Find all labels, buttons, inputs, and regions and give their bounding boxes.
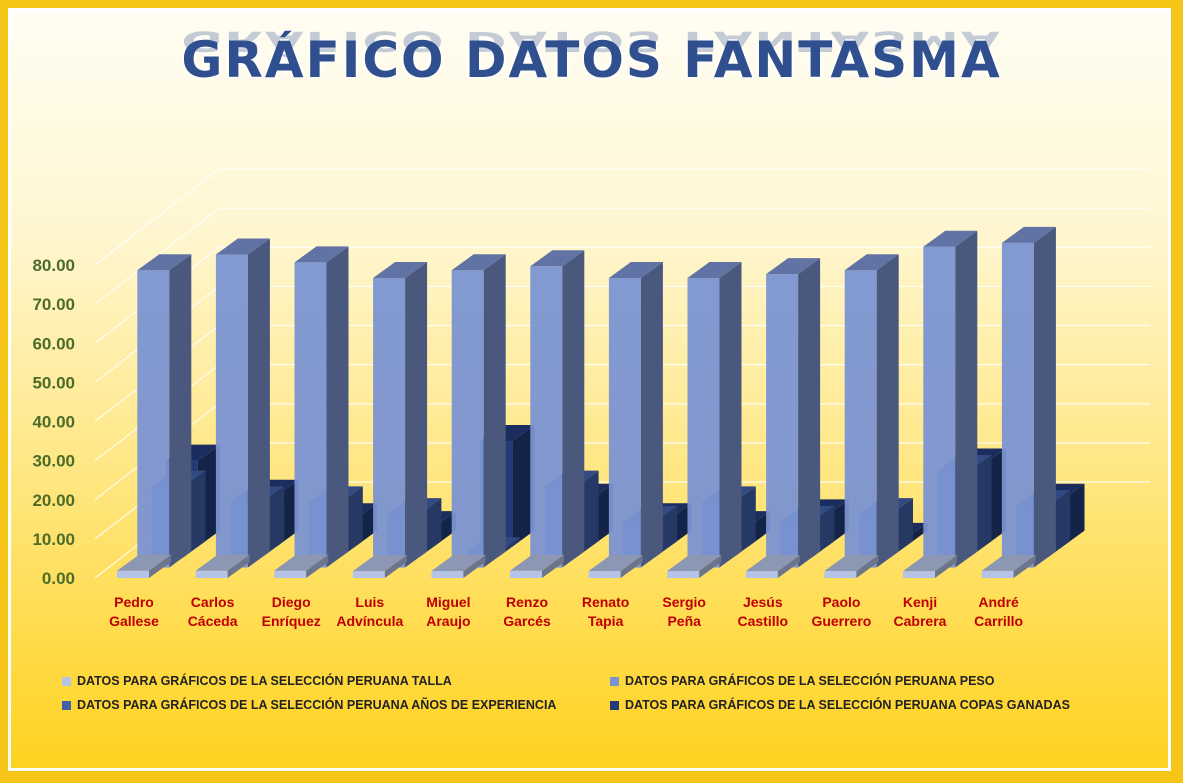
bar-s2-8	[687, 262, 742, 568]
bar-s2-1	[137, 254, 192, 568]
bar-s2-7	[608, 262, 663, 568]
x-tick-label: Renato Tapia	[582, 594, 629, 629]
x-axis-labels: Pedro Gallese Carlos Cáceda Diego Enríquez Lui…	[109, 594, 1023, 629]
y-tick-label: 0.00	[42, 569, 75, 588]
x-tick-label: Luis Advíncula	[336, 594, 403, 629]
bar-s2-2	[215, 238, 270, 568]
bar-s2-12	[1001, 226, 1056, 568]
x-tick-label: Miguel Araujo	[426, 594, 470, 629]
bar-s2-6	[530, 250, 585, 568]
gridline	[94, 246, 1150, 344]
y-axis-labels: 0.00 10.00 20.00 30.00 40.00 50.00 60.00 70.00 8…	[32, 256, 75, 588]
bar-s1-4	[352, 555, 407, 578]
bar-s1-6	[510, 554, 564, 578]
y-tick-label: 30.00	[32, 452, 75, 471]
legend-item: DATOS PARA GRÁFICOS DE LA SELECCIÓN PERU…	[610, 698, 1070, 712]
bar-s2-3	[294, 246, 349, 568]
legend-item: DATOS PARA GRÁFICOS DE LA SELECCIÓN PERU…	[62, 698, 556, 712]
chart-title: GRÁFICO DATOS FANTASMA	[181, 31, 1002, 89]
legend-label: DATOS PARA GRÁFICOS DE LA SELECCIÓN PERU…	[77, 674, 452, 688]
y-tick-label: 60.00	[32, 334, 75, 353]
y-tick-label: 20.00	[32, 491, 75, 510]
legend-label: DATOS PARA GRÁFICOS DE LA SELECCIÓN PERU…	[625, 698, 1070, 712]
bar-s2-11	[923, 230, 978, 568]
chart-title-wrap: GRÁFICO DATOS FANTASMA	[0, 30, 1183, 90]
bar-s2-10	[844, 254, 899, 568]
bar-s2-4	[373, 262, 428, 568]
y-tick-label: 50.00	[32, 373, 75, 392]
legend-label: DATOS PARA GRÁFICOS DE LA SELECCIÓN PERU…	[625, 674, 995, 688]
y-tick-label: 40.00	[32, 413, 75, 432]
x-tick-label: Renzo Garcés	[503, 594, 551, 629]
bar-s1-7	[588, 555, 643, 578]
legend-swatch	[610, 677, 619, 687]
gridline	[94, 168, 1150, 266]
bar-s2-5	[451, 254, 506, 568]
x-tick-label: Kenji Cabrera	[894, 594, 947, 629]
bar-s1-11	[903, 555, 957, 578]
x-tick-label: Carlos Cáceda	[188, 594, 238, 629]
legend-swatch	[610, 701, 619, 711]
bar-s1-3	[274, 554, 329, 578]
bar-s1-5	[431, 554, 486, 578]
y-tick-label: 80.00	[32, 256, 75, 275]
bar-s1-2	[195, 554, 250, 578]
y-tick-label: 70.00	[32, 295, 75, 314]
y-tick-label: 10.00	[32, 530, 75, 549]
bar-s1-1	[117, 554, 171, 578]
bar-s1-12	[981, 554, 1036, 578]
x-tick-label: Diego Enríquez	[262, 594, 321, 629]
legend-swatch	[62, 677, 71, 687]
bar-s1-9	[745, 555, 800, 578]
bar-s1-10	[824, 555, 879, 578]
bar-s1-8	[667, 555, 722, 578]
legend-swatch	[62, 701, 71, 711]
legend-item: DATOS PARA GRÁFICOS DE LA SELECCIÓN PERU…	[62, 674, 452, 688]
bar-s2-9	[766, 258, 821, 568]
x-tick-label: Paolo Guerrero	[811, 594, 871, 629]
bars	[117, 226, 1085, 578]
legend-label: DATOS PARA GRÁFICOS DE LA SELECCIÓN PERU…	[77, 698, 557, 712]
legend-item: DATOS PARA GRÁFICOS DE LA SELECCIÓN PERU…	[610, 674, 994, 688]
x-tick-label: André Carrillo	[974, 594, 1023, 629]
x-tick-label: Jesús Castillo	[738, 594, 789, 629]
x-tick-label: Pedro Gallese	[109, 594, 159, 629]
x-tick-label: Sergio Peña	[662, 594, 706, 629]
gridline	[94, 207, 1150, 305]
